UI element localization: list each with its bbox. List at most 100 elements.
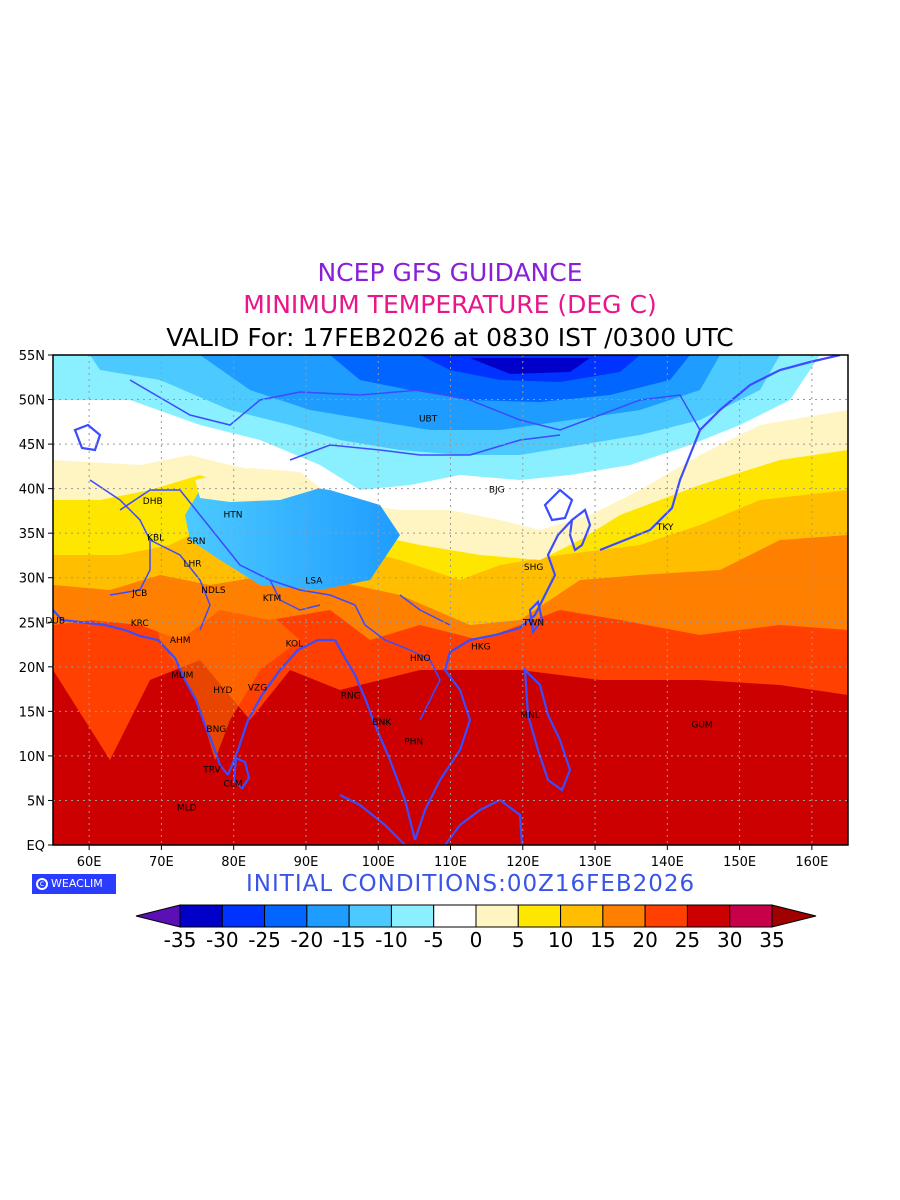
city-label-kol: KOL xyxy=(286,640,304,650)
title-line-1: NCEP GFS GUIDANCE xyxy=(317,258,583,287)
colorbar: -35 -30 -25 -20 -15 -10 -5 0 5 10 15 20 25 30 35 xyxy=(135,904,817,952)
colorbar-label: 25 xyxy=(675,928,700,952)
lat-label: 50N xyxy=(19,394,45,409)
lat-label: 20N xyxy=(19,661,45,676)
colorbar-label: 35 xyxy=(759,928,784,952)
city-label-trv: TRV xyxy=(202,765,221,775)
city-label-mld: MLD xyxy=(177,804,197,814)
lon-label: 70E xyxy=(149,855,174,870)
colorbar-box xyxy=(517,904,562,928)
colorbar-label: 10 xyxy=(548,928,573,952)
colorbar-box xyxy=(602,904,646,928)
colorbar-label: -30 xyxy=(206,928,239,952)
city-label-dhb: DHB xyxy=(143,497,163,507)
latitude-labels: 55N 50N 45N 40N 35N 30N 25N 20N 15N 10N 5N EQ xyxy=(19,349,45,854)
city-label-mnl: MNL xyxy=(520,711,540,721)
colorbar-box xyxy=(686,904,731,928)
city-label-ndls: NDLS xyxy=(201,586,226,596)
logo-text: WEACLIM xyxy=(51,877,103,890)
city-label-tky: TKY xyxy=(656,523,674,533)
lat-label: 10N xyxy=(19,750,45,765)
lat-label: 55N xyxy=(19,349,45,364)
title-line-2: MINIMUM TEMPERATURE (DEG C) xyxy=(243,290,657,319)
city-label-hkg: HKG xyxy=(471,642,491,652)
city-label-lhr: LHR xyxy=(183,559,201,569)
colorbar-label: 30 xyxy=(717,928,742,952)
city-label-ubt: UBT xyxy=(419,414,438,424)
city-label-clm: CLM xyxy=(223,780,242,790)
lat-label: 5N xyxy=(27,794,45,809)
city-label-vzg: VZG xyxy=(248,683,267,693)
city-label-twn: TWN xyxy=(522,618,544,628)
colorbar-box xyxy=(560,904,604,928)
colorbar-label: -20 xyxy=(291,928,324,952)
lon-label: 90E xyxy=(294,855,319,870)
lon-label: 160E xyxy=(795,855,828,870)
city-label-kbl: KBL xyxy=(147,534,164,544)
city-label-shg: SHG xyxy=(524,563,543,573)
colorbar-box xyxy=(264,904,308,928)
city-label-bnk: BNK xyxy=(372,718,392,728)
city-label-htn: HTN xyxy=(223,510,242,520)
city-label-mum: MUM xyxy=(171,671,193,681)
colorbar-label: -5 xyxy=(424,928,444,952)
city-label-ktm: KTM xyxy=(263,594,281,604)
colorbar-min-arrow xyxy=(135,904,181,928)
city-label-rng: RNG xyxy=(341,691,361,701)
colorbar-label: -15 xyxy=(333,928,366,952)
city-labels: UBT BJG DHB HTN KBL SRN LHR TKY SHG LSA JCB NDLS KTM… xyxy=(45,414,712,813)
longitude-labels: 60E 70E 80E 90E 100E 110E 120E 130E 140E 150E 160E xyxy=(77,855,829,870)
colorbar-box xyxy=(348,904,392,928)
copyright-icon: c xyxy=(36,878,48,890)
colorbar-box xyxy=(306,904,350,928)
colorbar-box xyxy=(390,904,435,928)
lat-lon-grid xyxy=(53,355,848,845)
colorbar-label: -25 xyxy=(248,928,281,952)
initial-conditions-label: INITIAL CONDITIONS:00Z16FEB2026 xyxy=(246,871,696,897)
country-borders xyxy=(89,379,701,721)
city-label-jcb: JCB xyxy=(131,589,147,599)
axis-ticks xyxy=(48,354,813,850)
colorbar-box xyxy=(179,904,223,928)
colorbar-box xyxy=(475,904,519,928)
city-label-ahm: AHM xyxy=(170,636,191,646)
colorbar-label: -10 xyxy=(375,928,408,952)
weaclim-logo: c WEACLIM xyxy=(32,874,116,894)
city-label-krc: KRC xyxy=(131,619,149,629)
city-label-bng: BNG xyxy=(206,725,226,735)
lon-label: 150E xyxy=(723,855,756,870)
lon-label: 140E xyxy=(651,855,684,870)
city-label-srn: SRN xyxy=(187,537,206,547)
city-label-bjg: BJG xyxy=(489,486,505,496)
lat-label: 25N xyxy=(19,616,45,631)
lat-label: EQ xyxy=(27,839,45,854)
colorbar-box xyxy=(221,904,266,928)
city-label-phn: PHN xyxy=(404,738,423,748)
colorbar-label: -35 xyxy=(164,928,197,952)
lat-label: 30N xyxy=(19,572,45,587)
colorbar-label: 15 xyxy=(590,928,615,952)
colorbar-max-arrow xyxy=(771,904,817,928)
colorbar-label: 0 xyxy=(470,928,483,952)
colorbar-box xyxy=(433,904,477,928)
lon-label: 100E xyxy=(362,855,395,870)
lat-label: 40N xyxy=(19,483,45,498)
coastlines xyxy=(53,355,841,845)
colorbar-label: 20 xyxy=(632,928,657,952)
city-label-lsa: LSA xyxy=(305,576,323,586)
colorbar-box xyxy=(729,904,773,928)
lon-label: 130E xyxy=(579,855,612,870)
city-label-hyd: HYD xyxy=(213,686,232,696)
lon-label: 80E xyxy=(221,855,246,870)
city-label-dub: DUB xyxy=(45,616,65,626)
lat-label: 35N xyxy=(19,527,45,542)
title-line-3: VALID For: 17FEB2026 at 0830 IST /0300 U… xyxy=(166,323,734,352)
colorbar-label: 5 xyxy=(512,928,525,952)
city-label-gum: GUM xyxy=(691,721,712,731)
lon-label: 60E xyxy=(77,855,102,870)
lon-label: 120E xyxy=(506,855,539,870)
city-label-hno: HNO xyxy=(410,654,431,664)
lat-label: 15N xyxy=(19,705,45,720)
lat-label: 45N xyxy=(19,438,45,453)
lon-label: 110E xyxy=(434,855,467,870)
